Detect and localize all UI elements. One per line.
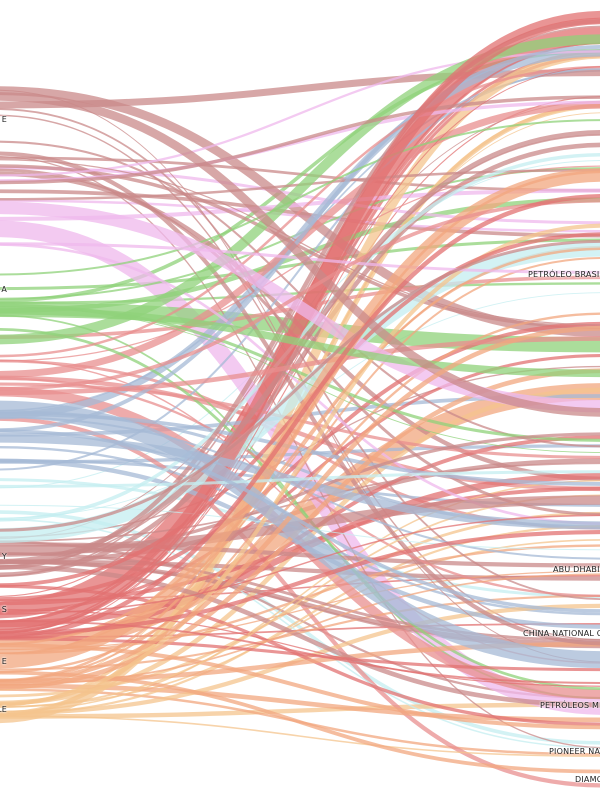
flow-link — [0, 11, 600, 634]
flow-link — [0, 472, 600, 628]
flow-link — [0, 89, 600, 663]
flow-link — [0, 49, 600, 420]
flow-link — [0, 702, 600, 719]
flow-link — [0, 559, 600, 581]
flow-link — [0, 119, 600, 276]
flow-link — [0, 159, 600, 326]
flow-link — [0, 514, 600, 615]
right-node-label: DIAMO — [575, 775, 600, 784]
right-node-label: PETRÓLEO BRASIL — [528, 270, 600, 279]
flow-link — [0, 66, 600, 638]
flow-link — [0, 108, 600, 600]
left-node-label: S — [1, 605, 7, 614]
flow-link — [0, 307, 600, 378]
flow-link — [0, 530, 600, 636]
flow-link — [0, 92, 600, 417]
flow-link — [0, 65, 600, 358]
flow-link — [0, 470, 600, 488]
flow-link — [0, 603, 600, 716]
flow-link — [0, 239, 600, 532]
flow-link — [0, 643, 600, 730]
left-node-label: E — [1, 115, 7, 124]
right-node-label: PETRÓLEOS ME — [540, 701, 600, 710]
flow-link — [0, 400, 600, 668]
flow-link — [0, 429, 600, 613]
flow-link — [0, 134, 600, 567]
flow-link — [0, 257, 600, 682]
flow-link — [0, 198, 600, 391]
left-node-label: LE — [0, 705, 7, 714]
right-node-label: PIONEER NAT — [549, 747, 600, 756]
flow-link — [0, 326, 600, 685]
flow-link — [0, 715, 600, 757]
flow-link — [0, 130, 600, 564]
flow-link — [0, 564, 600, 708]
flow-link — [0, 336, 600, 396]
right-node-label: CHINA NATIONAL O — [523, 629, 600, 638]
flow-link — [0, 241, 600, 543]
left-node-label: Y — [1, 552, 7, 561]
flow-link — [0, 570, 600, 651]
flow-link — [0, 194, 600, 639]
left-node-label: E — [1, 657, 7, 666]
flow-link — [0, 95, 600, 185]
right-node-label: ABU DHABI — [553, 565, 600, 574]
flow-link — [0, 45, 600, 433]
flow-link — [0, 619, 600, 684]
left-node-label: A — [1, 285, 7, 294]
